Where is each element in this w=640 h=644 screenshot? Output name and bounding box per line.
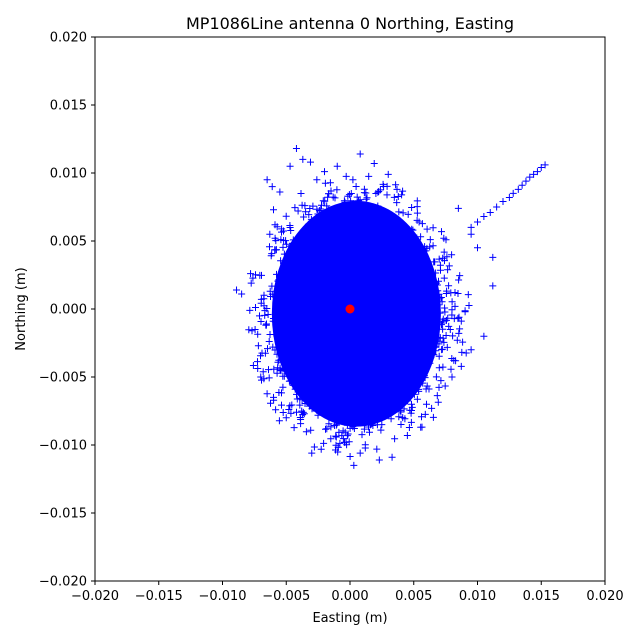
outlier-point xyxy=(313,176,321,184)
y-tick-label: 0.010 xyxy=(50,167,87,182)
chart-title: MP1086Line antenna 0 Northing, Easting xyxy=(186,14,514,33)
x-tick-label: 0.005 xyxy=(395,589,432,604)
tail-point xyxy=(505,193,513,201)
outlier-point xyxy=(306,158,314,166)
y-tick-label: −0.020 xyxy=(39,575,87,590)
y-axis-label: Northing (m) xyxy=(14,267,29,350)
tail-point xyxy=(499,198,507,206)
tail-point xyxy=(480,213,488,221)
outlier-point xyxy=(238,290,246,298)
x-tick-label: 0.015 xyxy=(523,589,560,604)
tail-point xyxy=(530,170,538,178)
x-tick-label: 0.020 xyxy=(586,589,623,604)
outlier-point xyxy=(489,282,497,290)
y-tick-label: 0.000 xyxy=(50,303,87,318)
outlier-point xyxy=(384,170,392,178)
outlier-point xyxy=(403,431,411,439)
outlier-point xyxy=(286,162,294,170)
tail-point xyxy=(518,181,526,189)
data-cluster xyxy=(245,172,473,460)
x-tick-label: −0.005 xyxy=(262,589,310,604)
outlier-point xyxy=(247,270,255,278)
tail-point xyxy=(533,168,541,176)
outlier-point xyxy=(292,145,300,153)
outlier-point xyxy=(467,230,475,238)
outlier-point xyxy=(454,204,462,212)
tail-point xyxy=(526,173,534,181)
x-tick-label: −0.020 xyxy=(71,589,119,604)
outlier-point xyxy=(375,456,383,464)
outlier-point xyxy=(308,449,316,457)
outlier-point xyxy=(276,188,284,196)
tail-point xyxy=(486,208,494,216)
cluster-markers xyxy=(245,172,473,460)
outlier-point xyxy=(467,346,475,354)
tail-point xyxy=(509,189,517,197)
y-tick-label: −0.015 xyxy=(39,507,87,522)
plot-area xyxy=(94,36,606,582)
outlier-point xyxy=(333,162,341,170)
outlier-point xyxy=(350,461,358,469)
outlier-point xyxy=(370,159,378,167)
outlier-point xyxy=(423,400,430,408)
x-tick-label: −0.010 xyxy=(198,589,246,604)
origin-point xyxy=(345,304,355,314)
outlier-point xyxy=(356,150,364,158)
outlier-point xyxy=(489,253,497,261)
y-tick-label: 0.005 xyxy=(50,235,87,250)
outlier-point xyxy=(448,373,456,381)
outlier-point xyxy=(270,206,277,214)
outlier-point xyxy=(270,393,277,401)
y-tick-label: 0.020 xyxy=(50,31,87,46)
outlier-point xyxy=(388,453,396,461)
outlier-point xyxy=(257,373,265,381)
outlier-point xyxy=(268,183,276,191)
x-tick-label: −0.015 xyxy=(135,589,183,604)
x-tick-label: 0.010 xyxy=(459,589,496,604)
tail-point xyxy=(522,177,530,185)
tail-point xyxy=(541,161,549,169)
outlier-point xyxy=(480,332,488,340)
tail-point xyxy=(493,203,501,211)
outlier-point xyxy=(299,155,307,163)
tail-point xyxy=(474,218,481,226)
x-axis-label: Easting (m) xyxy=(312,611,387,626)
y-axis: −0.020 −0.015 −0.010 −0.005 0.000 0.005 0.010 0… xyxy=(39,31,95,590)
outlier-point xyxy=(263,176,271,184)
outlier-point xyxy=(282,414,290,422)
x-tick-label: 0.000 xyxy=(331,589,368,604)
tail-point xyxy=(467,223,475,231)
outlier-point xyxy=(474,244,481,252)
outlier-point xyxy=(233,286,241,294)
tail-point xyxy=(537,164,545,172)
data-points xyxy=(233,145,549,469)
x-axis: −0.020 −0.015 −0.010 −0.005 0.000 0.005 0.010 0… xyxy=(71,581,624,604)
y-tick-label: 0.015 xyxy=(50,99,87,114)
y-tick-label: −0.005 xyxy=(39,371,87,386)
y-tick-label: −0.010 xyxy=(39,439,87,454)
outlier-point xyxy=(321,168,328,176)
tail-point xyxy=(514,185,522,193)
